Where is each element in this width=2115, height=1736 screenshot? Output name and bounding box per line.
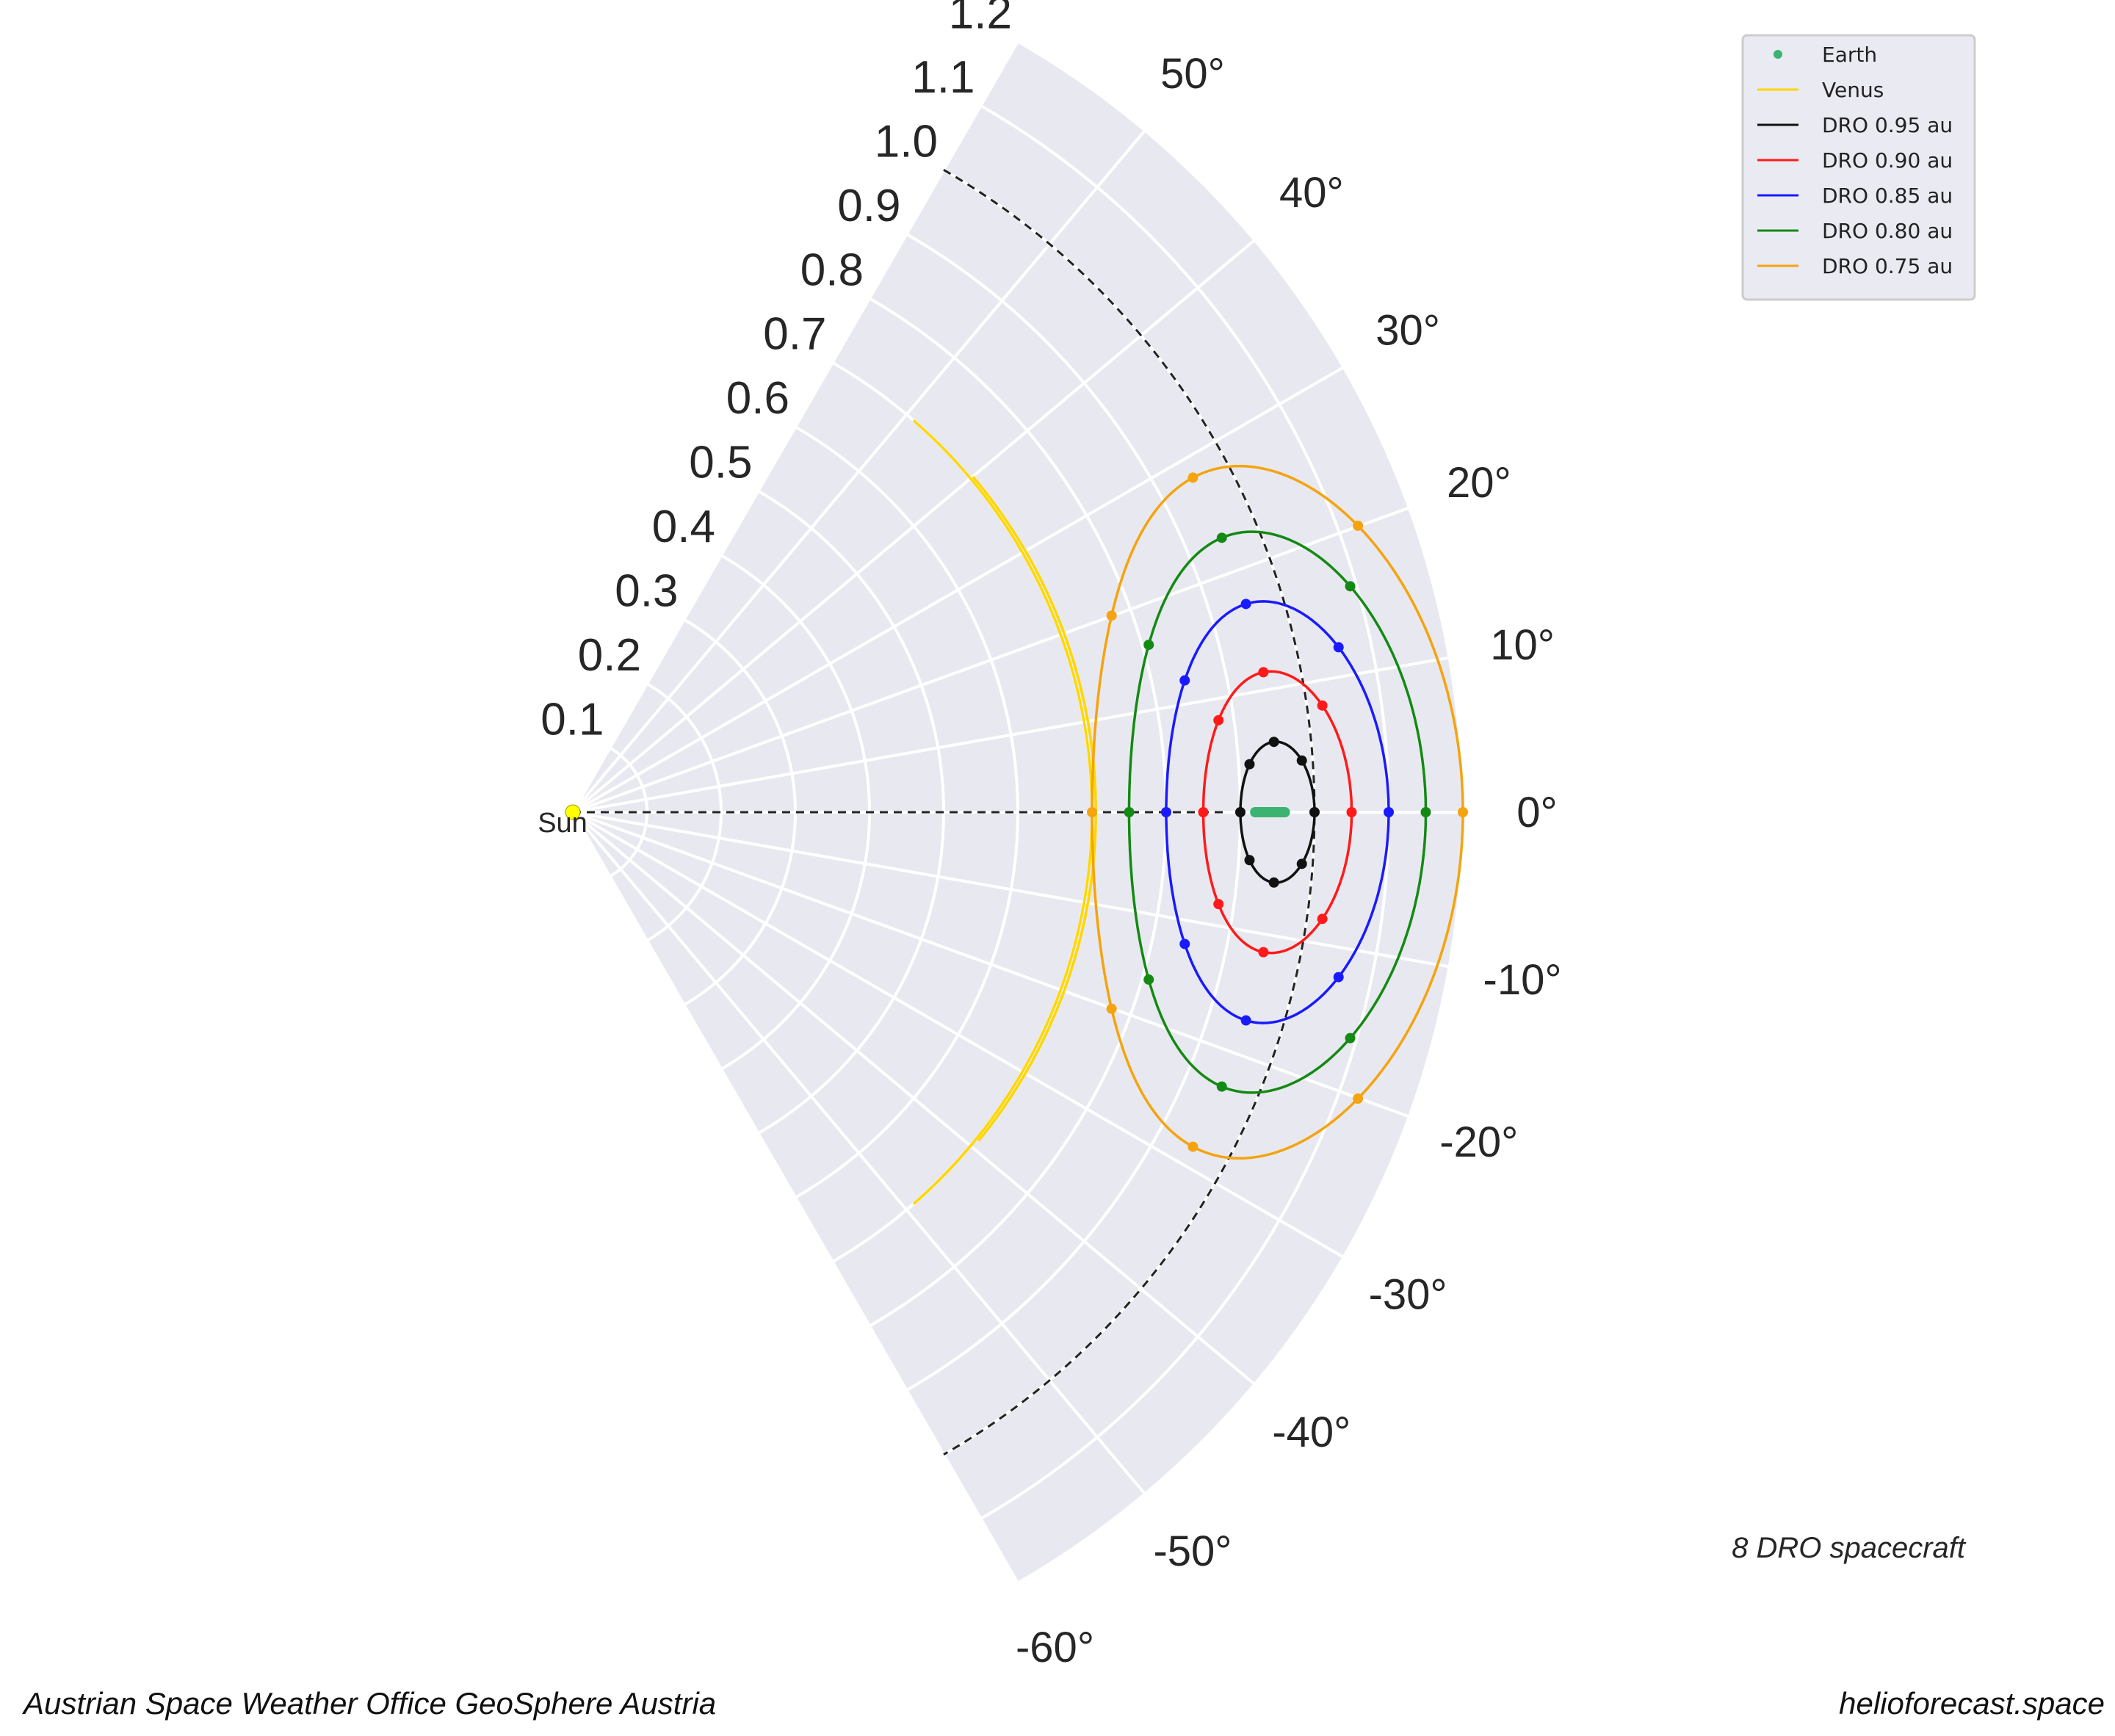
dro-spacecraft-point (1161, 807, 1171, 817)
r-tick-label: 0.8 (800, 245, 864, 295)
theta-tick-label: 20° (1447, 459, 1511, 507)
theta-tick-label: -40° (1272, 1408, 1351, 1456)
dro-spacecraft-point (1143, 974, 1154, 985)
dro-spacecraft-point (1106, 1003, 1117, 1014)
theta-tick-label: 0° (1516, 789, 1557, 836)
dro-spacecraft-point (1106, 610, 1117, 621)
dro-spacecraft-point (1353, 520, 1364, 531)
dro-spacecraft-point (1384, 807, 1394, 817)
legend-label: Venus (1822, 78, 1884, 102)
dro-spacecraft-point (1213, 899, 1224, 910)
dro-spacecraft-point (1240, 598, 1251, 610)
footer-left: Austrian Space Weather Office GeoSphere … (24, 1686, 717, 1721)
theta-tick-label: -60° (1016, 1624, 1094, 1671)
legend-label: Earth (1822, 43, 1877, 67)
legend-box (1741, 34, 1976, 301)
dro-spacecraft-point (1346, 807, 1357, 817)
dro-spacecraft-point (1296, 858, 1307, 869)
venus-orbit-arc (972, 475, 1097, 1142)
dro-spacecraft-point (1216, 532, 1227, 543)
legend-label: DRO 0.80 au (1822, 219, 1953, 243)
theta-tick-label: 40° (1279, 169, 1344, 217)
dro-spacecraft-point (1317, 914, 1328, 925)
r-tick-label: 0.1 (540, 695, 604, 745)
dro-spacecraft-point (1296, 755, 1307, 766)
theta-tick-label: -30° (1369, 1271, 1447, 1319)
dro-spacecraft-point (1240, 1015, 1251, 1026)
dro-spacecraft-point (1213, 715, 1224, 726)
dro-spacecraft-point (1179, 675, 1190, 686)
dro-spacecraft-point (1198, 807, 1209, 817)
dro-spacecraft-point (1333, 642, 1344, 653)
sun-label: Sun (538, 808, 588, 839)
r-tick-label: 0.6 (726, 373, 789, 424)
annotation-text: 8 DRO spacecraft (1732, 1532, 1967, 1564)
dro-spacecraft-point (1268, 877, 1279, 888)
legend-label: DRO 0.85 au (1822, 184, 1953, 208)
r-tick-label: 0.5 (689, 438, 752, 488)
r-tick-label: 0.9 (837, 181, 900, 231)
dro-spacecraft-point (1268, 737, 1279, 748)
theta-tick-label: 10° (1490, 621, 1555, 669)
dro-spacecraft-point (1345, 581, 1356, 592)
theta-tick-label: 50° (1160, 50, 1225, 98)
dro-spacecraft-point (1124, 807, 1135, 817)
dro-spacecraft-point (1216, 1081, 1227, 1092)
dro-spacecraft-point (1317, 700, 1328, 711)
dro-spacecraft-point (1258, 667, 1269, 678)
dro-spacecraft-point (1458, 807, 1468, 817)
legend: Earth Venus DRO 0.95 au DRO 0.90 au DRO 0.85… (1741, 34, 1976, 301)
r-tick-label: 0.2 (578, 630, 641, 681)
circular-gridline (794, 425, 1019, 1199)
dro-spacecraft-point (1143, 640, 1154, 651)
circular-gridline (646, 682, 723, 942)
theta-tick-label: -20° (1439, 1118, 1518, 1166)
dro-spacecraft-point (1187, 1141, 1198, 1152)
dro-spacecraft-point (1258, 947, 1269, 958)
dro-spacecraft-point (1244, 759, 1255, 770)
r-tick-label: 0.3 (615, 566, 678, 617)
legend-label: DRO 0.95 au (1822, 113, 1953, 137)
r-tick-label: 1.2 (949, 0, 1012, 38)
dro-spacecraft-point (1087, 807, 1097, 817)
theta-tick-label: -10° (1483, 956, 1562, 1004)
legend-label: DRO 0.75 au (1822, 254, 1953, 278)
legend-marker-earth (1774, 50, 1782, 59)
sun-marker (565, 804, 581, 820)
r-tick-label: 0.4 (652, 502, 715, 552)
r-tick-label: 0.7 (763, 309, 826, 360)
data-layer (565, 169, 1468, 1455)
dro-spacecraft-point (1179, 938, 1190, 950)
circular-gridline (683, 618, 798, 1007)
dro-spacecraft-point (1333, 972, 1344, 983)
footer-right: helioforecast.space (1839, 1686, 2105, 1721)
dro-spacecraft-point (1345, 1032, 1356, 1044)
r-tick-label: 1.1 (911, 52, 975, 103)
dro-spacecraft-point (1244, 855, 1255, 866)
theta-tick-label: -50° (1153, 1527, 1232, 1575)
dro-spacecraft-point (1309, 807, 1320, 817)
dro-spacecraft-point (1235, 807, 1246, 817)
dro-spacecraft-point (1420, 807, 1431, 817)
dro-spacecraft-point (1187, 472, 1198, 483)
r-tick-label: 1.0 (875, 116, 938, 167)
dro-spacecraft-point (1353, 1093, 1364, 1104)
theta-tick-label: 30° (1375, 307, 1440, 355)
tick-labels: 0.1 0.2 0.3 0.4 0.5 0.6 0.7 0.8 0.9 1.0 1.1 1.2 -60°… (540, 0, 1561, 1671)
legend-label: DRO 0.90 au (1822, 148, 1953, 173)
